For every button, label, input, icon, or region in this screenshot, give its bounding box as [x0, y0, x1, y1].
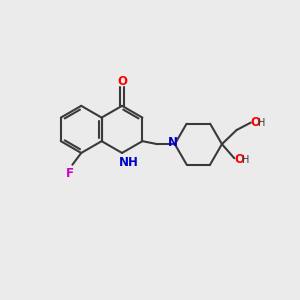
- Text: NH: NH: [118, 156, 138, 169]
- Text: H: H: [258, 118, 266, 128]
- Text: O: O: [234, 153, 244, 166]
- Text: O: O: [117, 75, 127, 88]
- Text: O: O: [251, 116, 261, 129]
- Text: H: H: [242, 155, 249, 165]
- Text: F: F: [65, 167, 74, 180]
- Text: N: N: [168, 136, 178, 149]
